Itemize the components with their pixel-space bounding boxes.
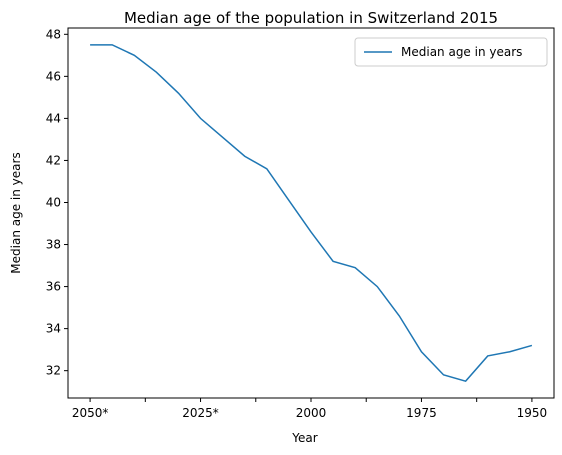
x-tick-label: 1950: [517, 406, 548, 420]
chart-title: Median age of the population in Switzerl…: [124, 9, 498, 27]
series-line-median-age: [90, 44, 533, 383]
x-axis-label: Year: [291, 431, 317, 445]
plot-area: [67, 27, 555, 399]
y-tick-label: 34: [46, 322, 61, 336]
x-tick-label: 1975: [406, 406, 437, 420]
legend-box: [354, 37, 548, 67]
y-axis: 32 34 36 38 40 42 44 46 48: [46, 27, 68, 378]
legend: Median age in years: [354, 37, 548, 67]
y-tick-label: 40: [46, 195, 61, 209]
legend-label: Median age in years: [401, 45, 522, 59]
x-axis: 2050* 2025* 2000 1975 1950: [72, 398, 547, 420]
y-tick-label: 46: [46, 69, 61, 83]
y-tick-label: 42: [46, 153, 61, 167]
y-tick-label: 38: [46, 238, 61, 252]
y-tick-label: 44: [46, 111, 61, 125]
y-axis-label: Median age in years: [9, 152, 23, 273]
x-tick-label: 2000: [296, 406, 327, 420]
x-tick-label: 2025*: [182, 406, 219, 420]
x-tick-label: 2050*: [72, 406, 109, 420]
y-tick-label: 48: [46, 27, 61, 41]
y-tick-label: 32: [46, 364, 61, 378]
y-tick-label: 36: [46, 280, 61, 294]
